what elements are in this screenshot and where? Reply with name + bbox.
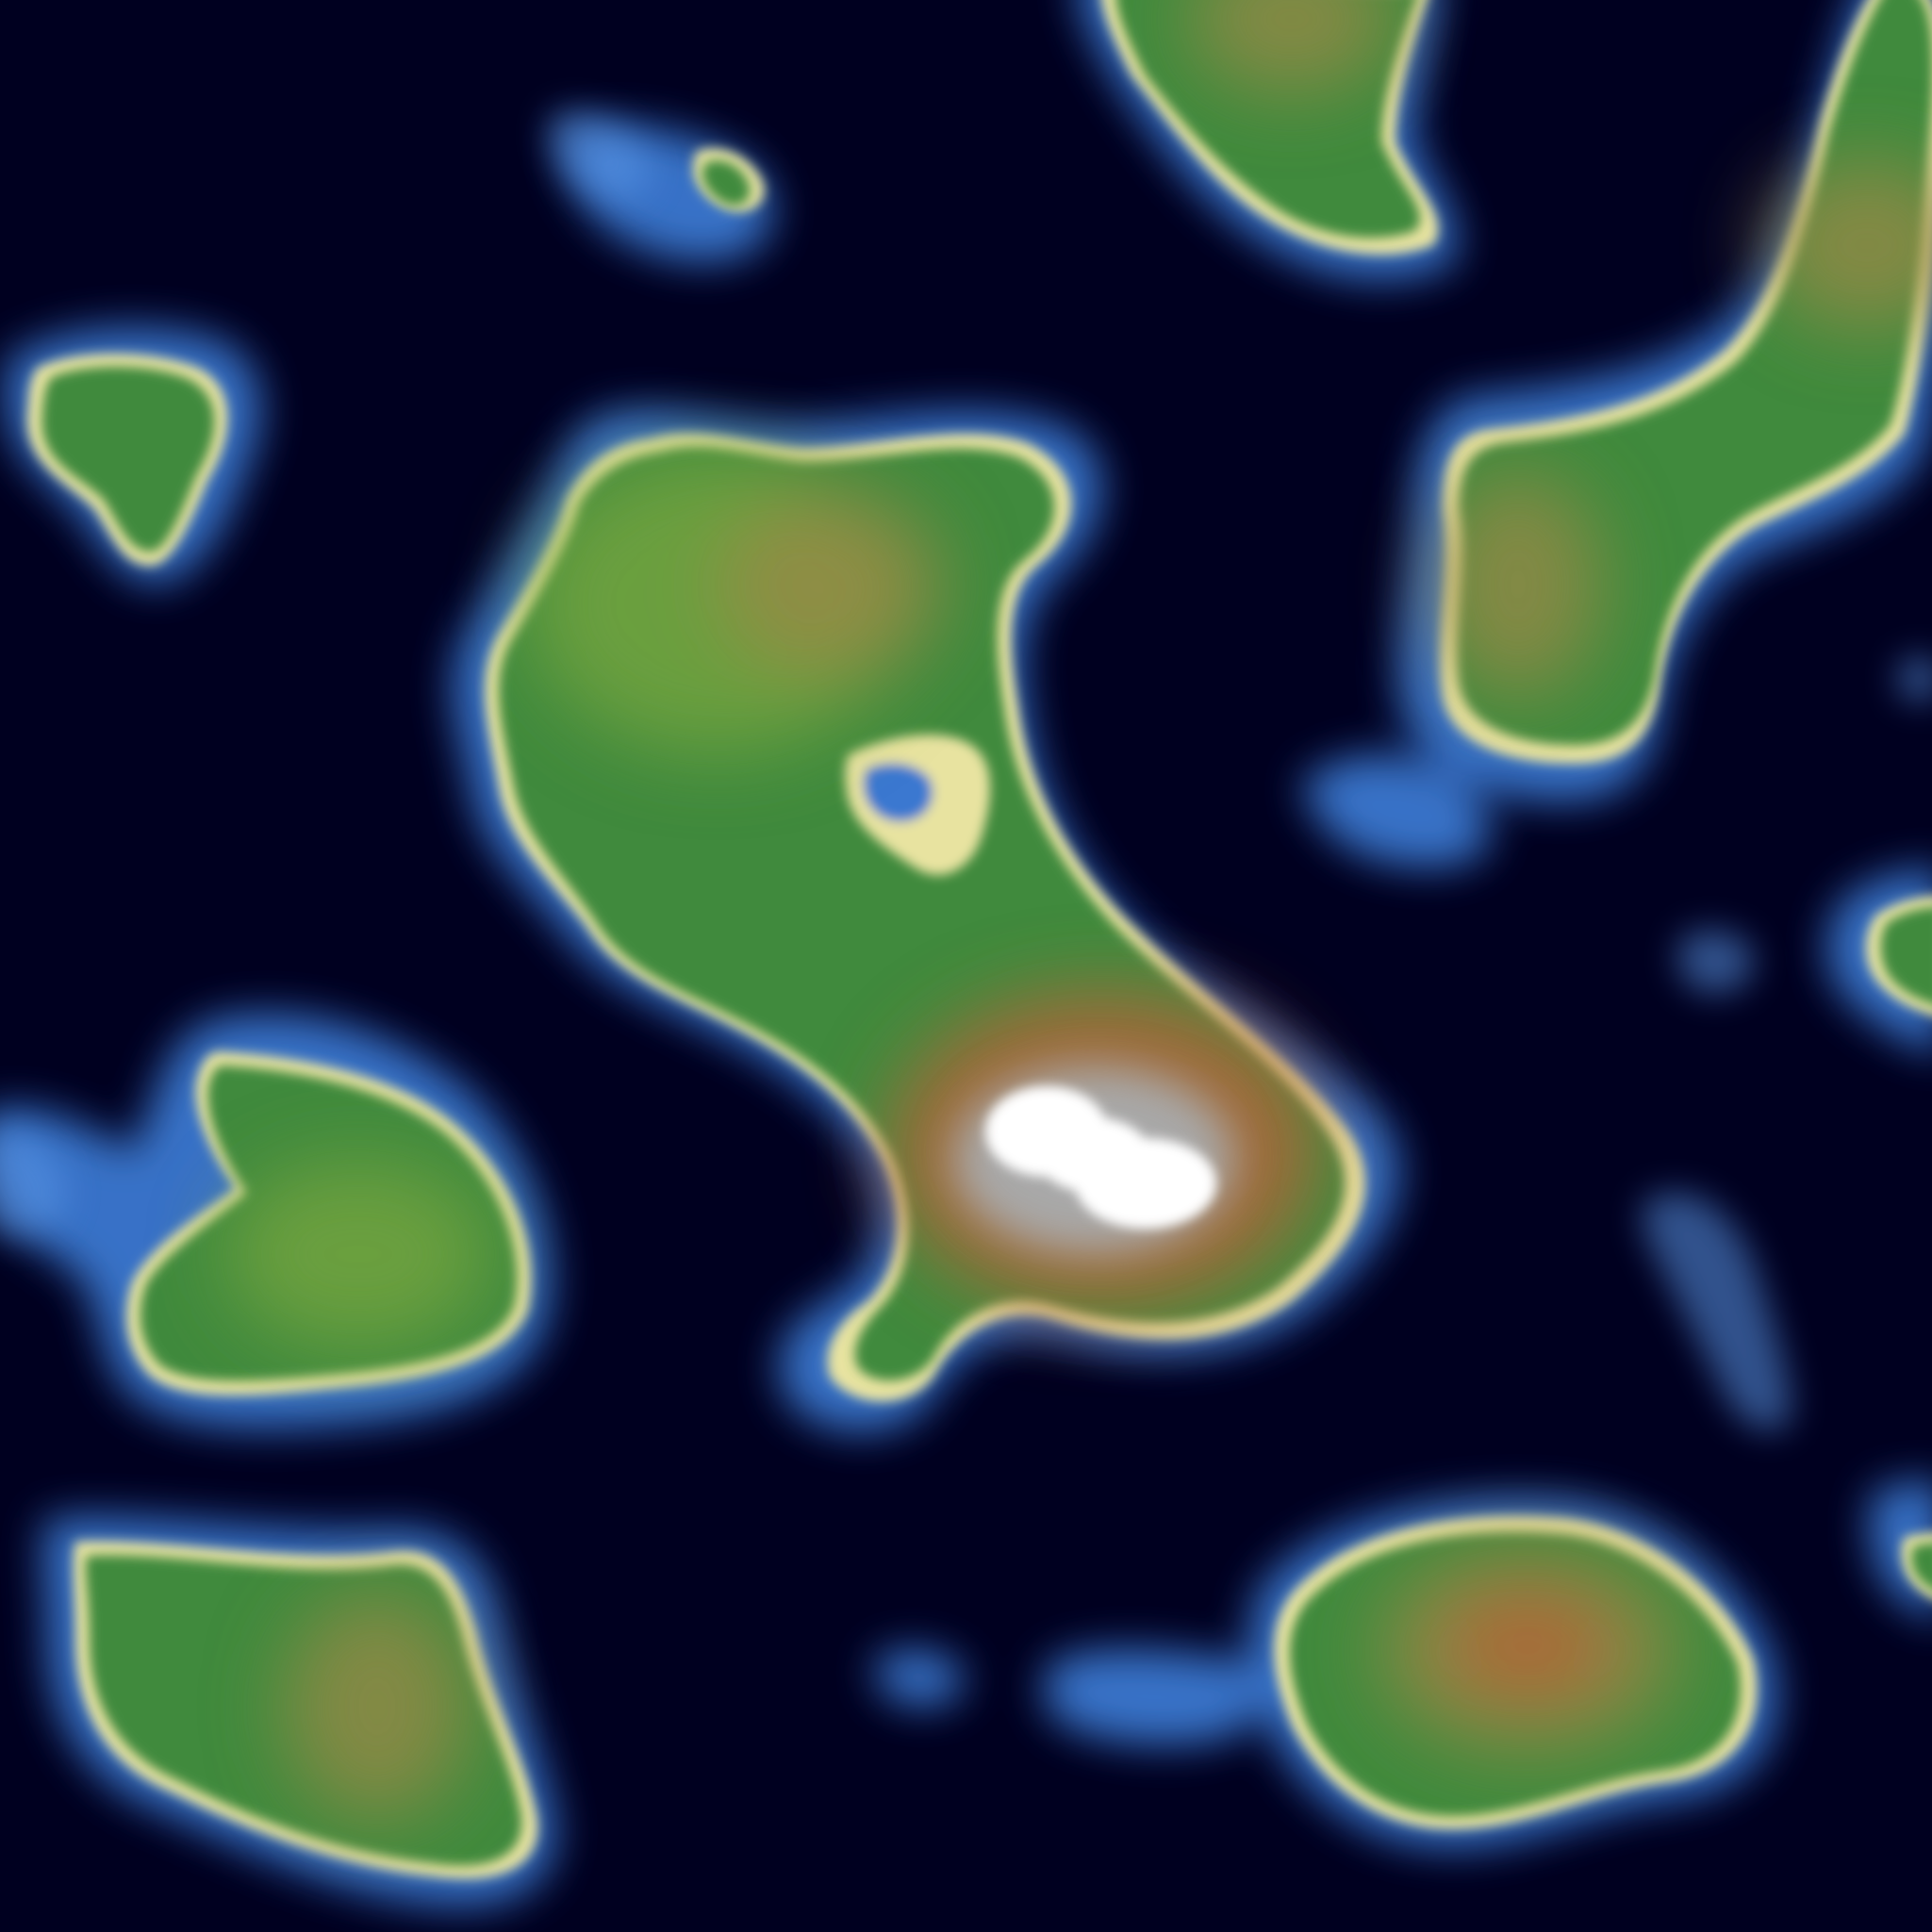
central-lagoon-water [863,763,933,822]
northeast-island-highland-a [1763,160,1932,330]
east-edge-islet-land [1880,907,1932,1004]
west-island-midland [226,1160,490,1348]
north-island-highland [1188,0,1395,94]
east-shallow-tail [1301,754,1491,867]
small-south-shoal-shallow [875,1649,965,1707]
south-shoal-shallow [1043,1648,1263,1745]
northwest-shoal [548,111,651,199]
southeast-island-mountain [1443,1589,1612,1702]
west-islet-land [41,366,215,552]
northeast-island-highland-b [1433,471,1603,698]
central-peak-snow-c [1037,1117,1150,1193]
east-mid-shoal [1642,1192,1792,1431]
north-islet-land [702,160,751,206]
west-shoal [0,1130,66,1238]
southwest-island-highland [283,1593,471,1820]
east-shoal [1677,930,1754,994]
central-island-highland-north [717,490,943,679]
far-east-shoal [1897,656,1932,702]
southeast-edge-islet-land [1911,1543,1932,1589]
